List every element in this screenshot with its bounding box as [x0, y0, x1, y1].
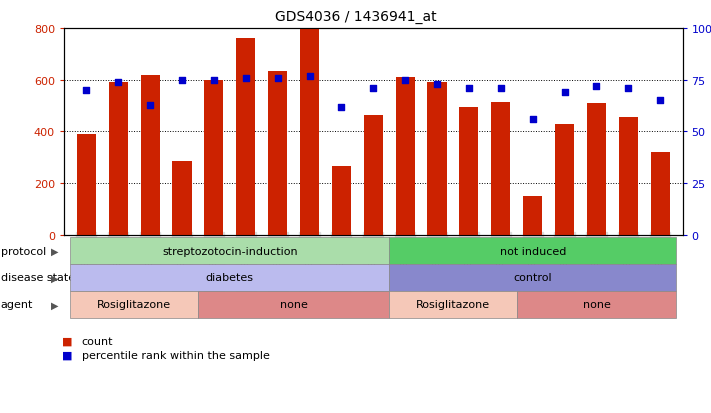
Point: [432, 81, 443, 88]
Point: [112, 79, 124, 86]
Text: none: none: [582, 299, 611, 310]
Text: Rosiglitazone: Rosiglitazone: [416, 299, 490, 310]
Bar: [236, 39, 255, 235]
Text: ▶: ▶: [51, 299, 58, 310]
Text: percentile rank within the sample: percentile rank within the sample: [82, 350, 269, 360]
Text: agent: agent: [1, 299, 33, 310]
Bar: [587, 104, 606, 235]
Point: [400, 77, 411, 84]
Point: [623, 85, 634, 92]
Text: not induced: not induced: [500, 246, 566, 256]
Bar: [459, 108, 479, 235]
Bar: [141, 75, 160, 235]
Point: [176, 77, 188, 84]
Text: GDS4036 / 1436941_at: GDS4036 / 1436941_at: [274, 10, 437, 24]
Text: streptozotocin-induction: streptozotocin-induction: [162, 246, 298, 256]
Text: control: control: [513, 273, 552, 283]
Bar: [619, 118, 638, 235]
Point: [208, 77, 220, 84]
Text: count: count: [82, 336, 113, 346]
Bar: [523, 197, 542, 235]
Point: [368, 85, 379, 92]
Text: protocol: protocol: [1, 246, 46, 256]
Bar: [427, 83, 447, 235]
Bar: [77, 135, 96, 235]
Bar: [332, 167, 351, 235]
Bar: [300, 30, 319, 235]
Point: [80, 88, 92, 94]
Bar: [395, 78, 415, 235]
Bar: [364, 115, 383, 235]
Bar: [491, 102, 510, 235]
Text: none: none: [279, 299, 307, 310]
Point: [591, 83, 602, 90]
Point: [464, 85, 475, 92]
Point: [272, 75, 283, 82]
Point: [655, 98, 666, 104]
Text: ▶: ▶: [51, 273, 58, 283]
Point: [495, 85, 506, 92]
Bar: [109, 83, 128, 235]
Point: [304, 73, 315, 80]
Point: [336, 104, 347, 111]
Point: [240, 75, 252, 82]
Bar: [555, 124, 574, 235]
Point: [144, 102, 156, 109]
Text: diabetes: diabetes: [205, 273, 254, 283]
Text: ■: ■: [63, 350, 73, 360]
Text: ■: ■: [63, 336, 73, 346]
Point: [559, 90, 570, 96]
Point: [527, 116, 538, 123]
Bar: [651, 153, 670, 235]
Text: ▶: ▶: [51, 246, 58, 256]
Bar: [268, 71, 287, 235]
Bar: [172, 162, 191, 235]
Text: Rosiglitazone: Rosiglitazone: [97, 299, 171, 310]
Text: disease state: disease state: [1, 273, 75, 283]
Bar: [204, 81, 223, 235]
